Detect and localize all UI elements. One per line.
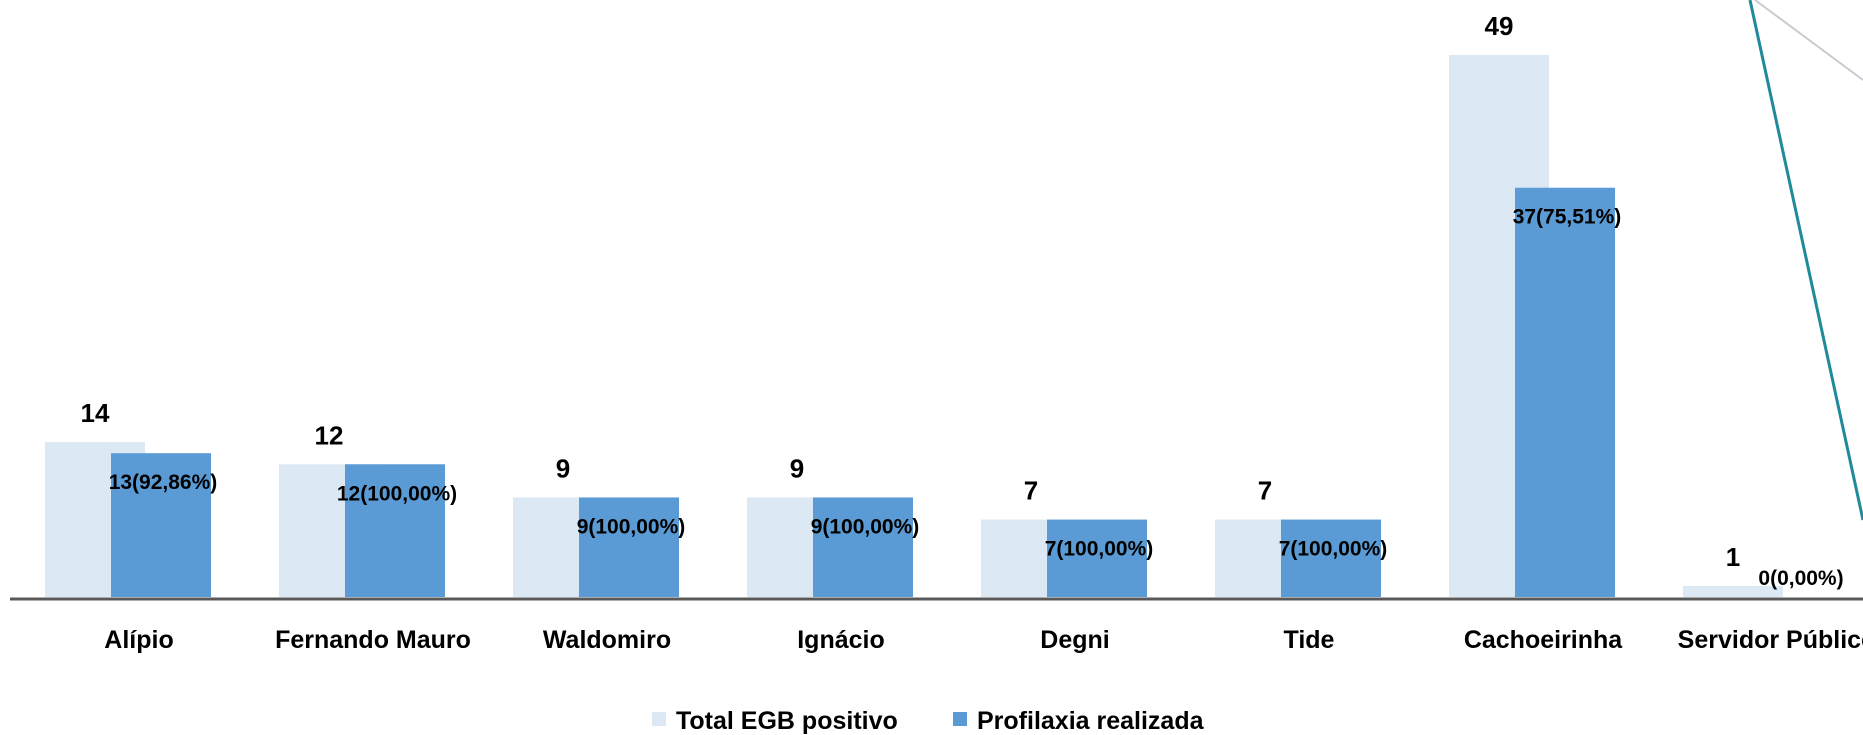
category-label-6: Cachoeirinha	[1464, 626, 1623, 654]
data-label-profilaxia-5: 7(100,00%)	[1279, 538, 1388, 561]
category-label-2: Waldomiro	[543, 626, 671, 654]
x-axis-tick-labels: Alípio Fernando Mauro Waldomiro Ignácio Degn…	[104, 626, 1863, 654]
legend-swatch-total	[652, 712, 666, 726]
bar-profilaxia-2	[579, 497, 679, 597]
decorative-line-grey	[1754, 0, 1863, 81]
legend-label-profilaxia: Profilaxia realizada	[977, 707, 1205, 735]
data-label-profilaxia-3: 9(100,00%)	[811, 515, 920, 538]
data-label-total-7: 1	[1726, 542, 1740, 572]
legend: Total EGB positivo Profilaxia realizada	[652, 707, 1205, 735]
category-label-3: Ignácio	[797, 626, 885, 654]
category-label-1: Fernando Mauro	[275, 626, 471, 654]
data-label-profilaxia-2: 9(100,00%)	[577, 515, 686, 538]
data-label-total-2: 9	[556, 453, 570, 483]
series-profilaxia-realizada	[111, 187, 1615, 598]
data-label-total-6: 49	[1485, 11, 1514, 41]
data-label-total-4: 7	[1024, 476, 1038, 506]
data-label-profilaxia-7: 0(0,00%)	[1758, 567, 1843, 590]
category-label-5: Tide	[1284, 626, 1335, 654]
data-labels-profilaxia: 13(92,86%) 12(100,00%) 9(100,00%) 9(100,00%…	[109, 206, 1844, 590]
data-label-profilaxia-0: 13(92,86%)	[109, 471, 218, 494]
legend-swatch-profilaxia	[953, 712, 967, 726]
data-label-total-1: 12	[315, 420, 344, 450]
data-label-profilaxia-6: 37(75,51%)	[1513, 206, 1622, 229]
bar-profilaxia-1	[345, 464, 445, 597]
bar-profilaxia-6	[1515, 187, 1615, 598]
bar-total-7	[1683, 585, 1783, 597]
category-label-4: Degni	[1040, 626, 1109, 654]
data-label-profilaxia-1: 12(100,00%)	[337, 482, 457, 505]
bar-profilaxia-3	[813, 497, 913, 597]
category-label-0: Alípio	[104, 626, 173, 654]
decorative-line-teal	[1748, 0, 1863, 521]
data-label-profilaxia-4: 7(100,00%)	[1045, 538, 1154, 561]
data-label-total-0: 14	[81, 398, 110, 428]
legend-label-total: Total EGB positivo	[676, 707, 898, 735]
bar-profilaxia-5	[1281, 519, 1381, 597]
category-label-7: Servidor Público	[1678, 626, 1863, 654]
bar-profilaxia-4	[1047, 519, 1147, 597]
bar-profilaxia-0	[111, 453, 211, 597]
data-labels-total: 14 12 9 9 7 7 49 1	[81, 11, 1741, 572]
data-label-total-5: 7	[1258, 476, 1272, 506]
data-label-total-3: 9	[790, 453, 804, 483]
